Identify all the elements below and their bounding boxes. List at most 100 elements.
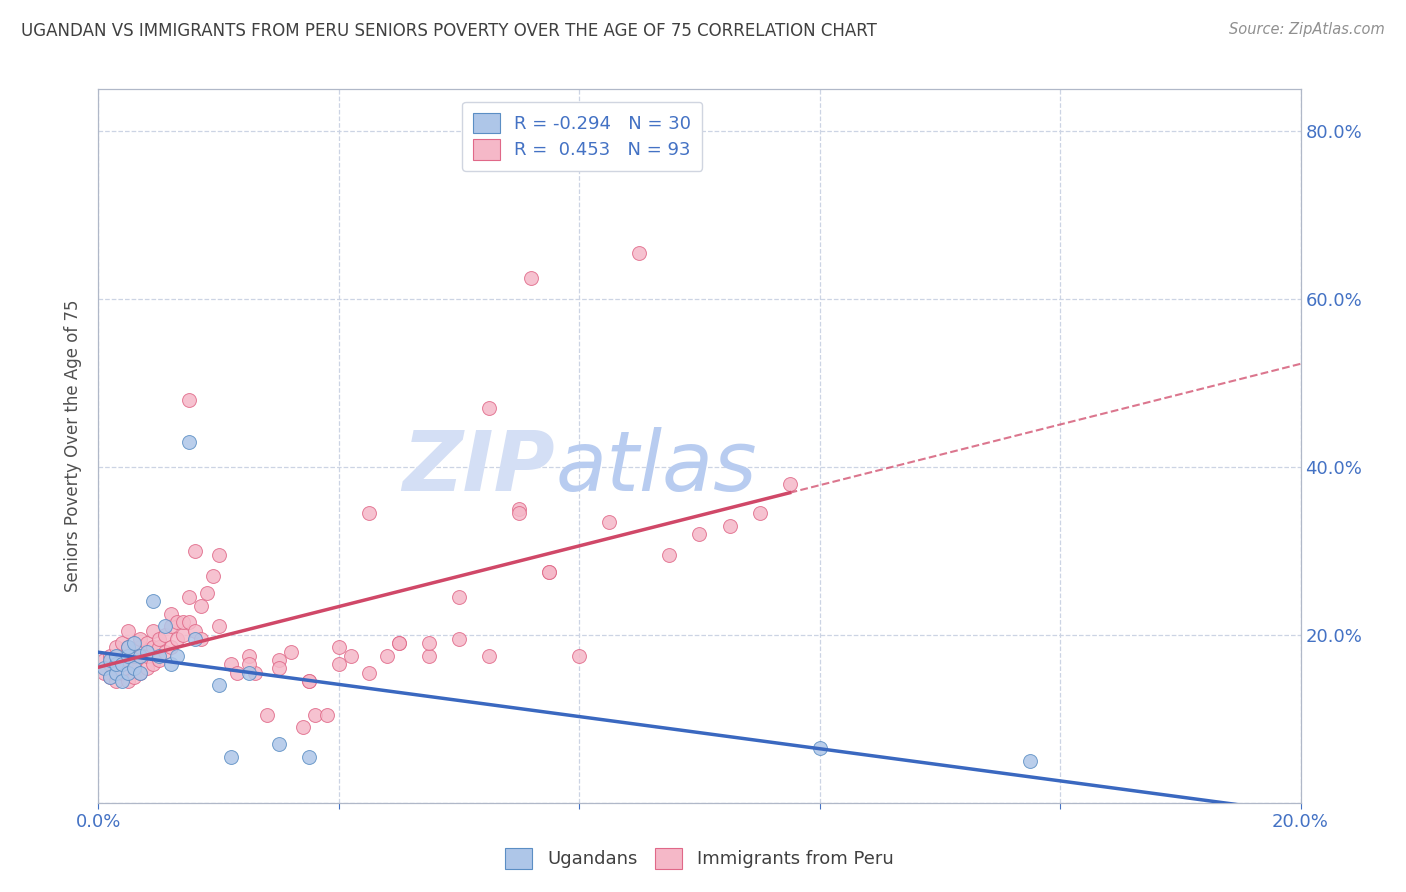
Point	[129, 665, 152, 680]
Point	[105, 674, 128, 689]
Point	[135, 648, 157, 663]
Point	[238, 665, 260, 680]
Point	[418, 648, 440, 663]
Point	[508, 502, 530, 516]
Point	[190, 599, 212, 613]
Point	[478, 401, 501, 416]
Point	[219, 657, 242, 672]
Point	[124, 657, 146, 672]
Point	[153, 645, 176, 659]
Point	[172, 615, 194, 630]
Point	[508, 506, 530, 520]
Y-axis label: Seniors Poverty Over the Age of 75: Seniors Poverty Over the Age of 75	[65, 300, 83, 592]
Point	[117, 674, 139, 689]
Point	[658, 548, 681, 562]
Point	[718, 518, 741, 533]
Point	[141, 657, 163, 672]
Point	[148, 653, 170, 667]
Point	[183, 624, 205, 638]
Point	[291, 720, 314, 734]
Point	[141, 594, 163, 608]
Point	[177, 590, 200, 604]
Point	[148, 632, 170, 646]
Point	[105, 648, 128, 663]
Point	[148, 640, 170, 655]
Point	[298, 749, 321, 764]
Point	[267, 661, 290, 675]
Point	[111, 657, 134, 672]
Point	[111, 674, 134, 689]
Point	[159, 640, 181, 655]
Point	[172, 628, 194, 642]
Point	[280, 645, 302, 659]
Point	[201, 569, 224, 583]
Point	[166, 615, 188, 630]
Point	[105, 648, 128, 663]
Point	[93, 665, 115, 680]
Point	[375, 648, 398, 663]
Point	[135, 661, 157, 675]
Point	[177, 615, 200, 630]
Point	[117, 648, 139, 663]
Point	[153, 628, 176, 642]
Point	[117, 653, 139, 667]
Point	[388, 636, 411, 650]
Point	[238, 657, 260, 672]
Point	[225, 665, 247, 680]
Point	[117, 640, 139, 655]
Point	[129, 665, 152, 680]
Point	[195, 586, 218, 600]
Point	[141, 624, 163, 638]
Point	[219, 749, 242, 764]
Point	[159, 607, 181, 621]
Point	[328, 657, 350, 672]
Point	[208, 548, 231, 562]
Point	[388, 636, 411, 650]
Point	[298, 674, 321, 689]
Point	[135, 636, 157, 650]
Point	[598, 515, 620, 529]
Point	[628, 246, 651, 260]
Point	[267, 653, 290, 667]
Point	[298, 674, 321, 689]
Point	[153, 619, 176, 633]
Point	[689, 527, 711, 541]
Point	[117, 640, 139, 655]
Point	[478, 648, 501, 663]
Point	[183, 632, 205, 646]
Point	[105, 665, 128, 680]
Point	[256, 707, 278, 722]
Point	[520, 271, 543, 285]
Point	[117, 624, 139, 638]
Point	[568, 648, 591, 663]
Point	[141, 640, 163, 655]
Point	[100, 657, 122, 672]
Point	[267, 737, 290, 751]
Point	[166, 648, 188, 663]
Point	[1019, 754, 1042, 768]
Point	[808, 741, 831, 756]
Text: atlas: atlas	[555, 427, 756, 508]
Point	[105, 657, 128, 672]
Point	[238, 648, 260, 663]
Point	[129, 632, 152, 646]
Point	[93, 661, 115, 675]
Point	[748, 506, 770, 520]
Point	[177, 434, 200, 449]
Point	[129, 640, 152, 655]
Point	[208, 619, 231, 633]
Point	[111, 657, 134, 672]
Point	[304, 707, 326, 722]
Point	[166, 632, 188, 646]
Point	[447, 590, 470, 604]
Point	[243, 665, 266, 680]
Point	[129, 648, 152, 663]
Point	[135, 645, 157, 659]
Point	[100, 653, 122, 667]
Point	[177, 392, 200, 407]
Point	[100, 670, 122, 684]
Point	[340, 648, 363, 663]
Point	[111, 665, 134, 680]
Point	[148, 648, 170, 663]
Point	[328, 640, 350, 655]
